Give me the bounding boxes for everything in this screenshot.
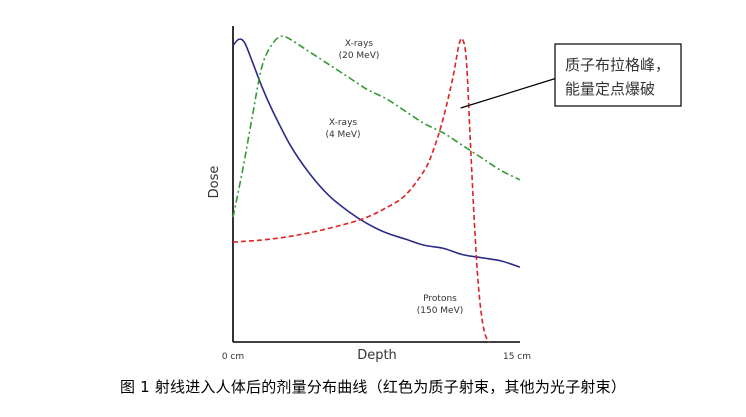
annotation-text: 能量定点爆破 [565, 80, 655, 98]
series-layer [232, 35, 521, 343]
annotation-layer: 质子布拉格峰， 能量定点爆破 [460, 43, 682, 109]
series-label-x-rays-4-mev: (4 MeV) [325, 130, 360, 140]
x-tick-label: 0 cm [222, 352, 244, 362]
labels-layer: X-rays (4 MeV) X-rays (20 MeV) Protons (150 M… [325, 39, 463, 316]
series-label-x-rays-4-mev: X-rays [329, 118, 358, 128]
series-line-x-rays-20-mev [232, 35, 521, 218]
series-label-x-rays-20-mev: X-rays [345, 39, 374, 49]
series-line-x-rays-4-mev [232, 38, 521, 268]
axes: 0 cm 15 cm Depth Dose [207, 26, 531, 363]
figure-caption: 图 1 射线进入人体后的剂量分布曲线（红色为质子射束，其他为光子射束） [119, 378, 627, 396]
series-line-protons-150-mev [232, 37, 491, 343]
x-tick-label: 15 cm [503, 352, 531, 362]
y-axis-label: Dose [207, 166, 222, 199]
annotation-pointer-line [460, 77, 558, 109]
series-label-protons-150-mev: Protons [423, 294, 457, 304]
series-label-protons-150-mev: (150 MeV) [417, 306, 464, 316]
series-label-x-rays-20-mev: (20 MeV) [339, 51, 380, 61]
x-axis-label: Depth [357, 348, 397, 363]
annotation-box [554, 43, 682, 107]
annotation-text: 质子布拉格峰， [565, 56, 670, 74]
